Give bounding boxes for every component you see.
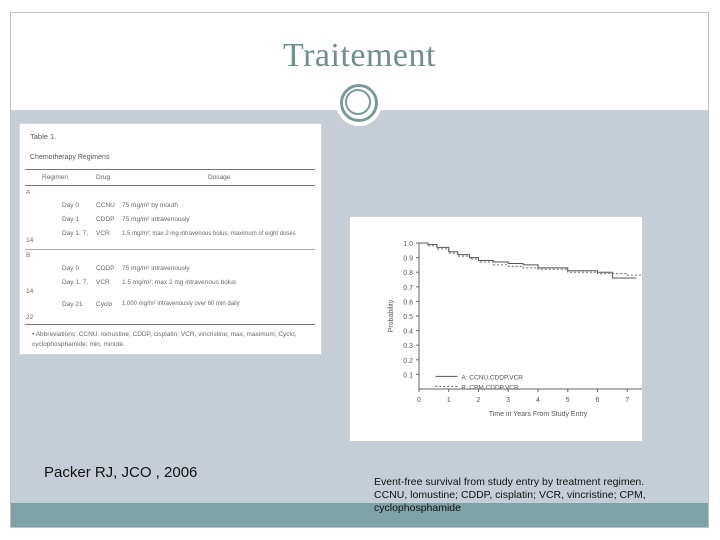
chart-caption: Event-free survival from study entry by … (374, 476, 646, 514)
table-cell: Day 0 (62, 202, 79, 209)
table-cell: CCNU (96, 202, 115, 209)
table-cell: 75 mg/m² intravenously (122, 216, 190, 223)
y-tick-label: 1.0 (403, 241, 413, 248)
y-tick-label: 0.8 (403, 270, 413, 277)
footer-bar (11, 503, 708, 527)
table-cell: 1.5 mg/m²; max 2 mg intravenous bolus (122, 279, 237, 286)
survival-chart: 0.10.20.30.40.50.60.70.80.91.0012345678T… (388, 241, 642, 418)
table-header-dosage: Dosage (208, 174, 231, 181)
table-cell: VCR (96, 230, 110, 237)
table-cell: Day 1, 7, (62, 279, 89, 286)
y-tick-label: 0.5 (403, 314, 413, 321)
y-tick-label: 0.9 (403, 256, 413, 263)
circle-ornament-icon (336, 80, 382, 126)
citation: Packer RJ, JCO , 2006 (44, 464, 198, 481)
y-tick-label: 0.1 (403, 372, 413, 379)
table-cell: Day 0 (62, 265, 79, 272)
table-rule (25, 185, 315, 186)
table-cell: VCR (96, 279, 110, 286)
table-cell: 75 mg/m² intravenously (122, 265, 190, 272)
table-title: Table 1. (30, 132, 57, 141)
table-cell: CDDP (96, 265, 115, 272)
table-subtitle: Chemotherapy Regimens (30, 154, 110, 161)
y-axis-label: Probability (388, 299, 395, 332)
x-tick-label: 2 (477, 397, 481, 404)
table-cell: 1.5 mg/m²; max 2 mg intravenous bolus, m… (122, 231, 296, 237)
table-cell: 1,000 mg/m² intravenously over 60 min da… (122, 301, 240, 307)
regimen-table-image: Table 1. Chemotherapy Regimens Regimen D… (19, 123, 322, 355)
slide-title: Traitement (283, 37, 436, 74)
table-cell: Day 1 (62, 216, 79, 223)
x-tick-label: 5 (566, 397, 570, 404)
table-footnote: • Abbreviations: CCNU, lomustine; CDDP, … (32, 331, 297, 348)
table-cell: 22 (26, 314, 34, 321)
y-tick-label: 0.6 (403, 299, 413, 306)
table-cell: 75 mg/m² by mouth (122, 202, 178, 209)
table-cell: B (26, 252, 31, 259)
x-axis-label: Time in Years From Study Entry (489, 411, 588, 418)
table-cell: A (26, 189, 31, 196)
table-cell: CDDP (96, 216, 115, 223)
table-rule (25, 324, 315, 325)
x-tick-label: 7 (625, 397, 629, 404)
y-tick-label: 0.3 (403, 343, 413, 350)
table-cell: 14 (26, 237, 34, 244)
survival-chart-image: 0.10.20.30.40.50.60.70.80.91.0012345678T… (349, 216, 643, 442)
table-cell: Day 21 (62, 301, 83, 308)
table-header-regimen: Regimen (42, 174, 69, 181)
x-tick-label: 1 (447, 397, 451, 404)
x-tick-label: 0 (417, 397, 421, 404)
table-cell: Cyclo (96, 301, 113, 308)
legend-label: A: CCNU,CDDP,VCR (461, 374, 523, 381)
x-tick-label: 3 (506, 397, 510, 404)
x-tick-label: 6 (596, 397, 600, 404)
y-tick-label: 0.4 (403, 329, 413, 336)
table-rule (25, 169, 315, 170)
table-header-drug: Drug (96, 174, 111, 181)
x-tick-label: 4 (536, 397, 540, 404)
table-cell: 14 (26, 288, 34, 295)
series-line-b (419, 242, 642, 276)
legend-label: B: CPM,CDDP,VCR (461, 384, 519, 391)
table-rule (25, 249, 315, 250)
table-cell: Day 1, 7, (62, 230, 89, 237)
slide: Traitement Table 1. Chemotherapy Regimen… (10, 12, 709, 528)
series-line-a (419, 242, 637, 279)
y-tick-label: 0.7 (403, 285, 413, 292)
y-tick-label: 0.2 (403, 358, 413, 365)
